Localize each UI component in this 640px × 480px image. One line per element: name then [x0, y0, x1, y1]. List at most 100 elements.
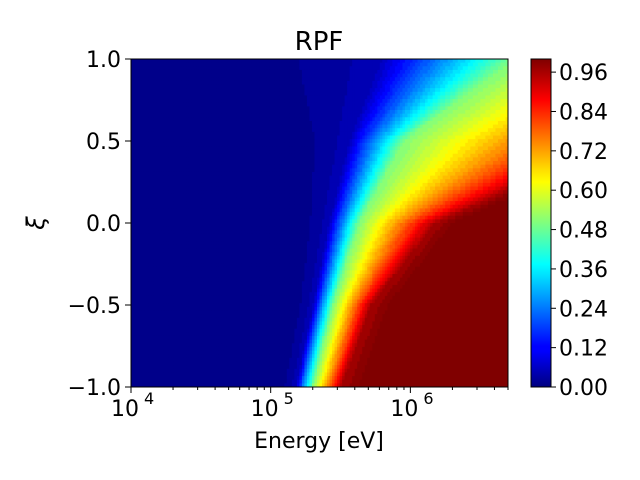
heatmap-cell	[349, 80, 353, 86]
heatmap-cell	[156, 88, 160, 93]
heatmap-cell	[359, 80, 363, 86]
heatmap-cell	[359, 69, 363, 75]
heatmap-cell	[294, 69, 298, 75]
heatmap-cell	[143, 88, 147, 93]
heatmap-cell	[477, 62, 481, 67]
heatmap-cell	[211, 69, 215, 75]
heatmap-cell	[158, 59, 162, 64]
heatmap-cell	[372, 77, 376, 82]
heatmap-cell	[249, 84, 253, 89]
heatmap-cell	[324, 73, 328, 78]
heatmap-cell	[482, 66, 486, 71]
heatmap-cell	[246, 69, 250, 75]
heatmap-cell	[334, 80, 338, 86]
heatmap-cell	[234, 66, 238, 71]
heatmap-cell	[462, 77, 466, 82]
heatmap-cell	[450, 84, 454, 89]
heatmap-cell	[382, 80, 386, 86]
heatmap-cell	[234, 62, 238, 67]
heatmap-cell	[153, 84, 157, 89]
heatmap-cell	[502, 80, 507, 86]
heatmap-cell	[173, 73, 177, 78]
heatmap-cell	[497, 59, 502, 64]
heatmap-cell	[392, 84, 396, 89]
heatmap-cell	[223, 84, 228, 89]
heatmap-cell	[193, 66, 197, 71]
heatmap-cell	[279, 69, 283, 75]
heatmap-cell	[487, 84, 491, 89]
heatmap-cell	[301, 62, 306, 67]
heatmap-cell	[203, 59, 207, 64]
heatmap-cell	[337, 77, 341, 82]
heatmap-cell	[136, 69, 140, 75]
heatmap-cell	[322, 62, 326, 67]
heatmap-cell	[455, 73, 459, 78]
heatmap-cell	[311, 66, 316, 71]
heatmap-cell	[377, 77, 381, 82]
heatmap-cell	[412, 69, 416, 75]
heatmap-cell	[221, 84, 225, 89]
heatmap-cell	[241, 77, 245, 82]
heatmap-cell	[485, 73, 489, 78]
heatmap-cell	[156, 62, 160, 67]
heatmap-cell	[349, 77, 353, 82]
heatmap-cell	[505, 69, 508, 75]
heatmap-cell	[347, 77, 351, 82]
heatmap-cell	[311, 69, 316, 75]
heatmap-cell	[296, 73, 300, 78]
heatmap-cell	[477, 80, 481, 86]
heatmap-cell	[344, 84, 348, 89]
heatmap-cell	[349, 62, 353, 67]
heatmap-cell	[223, 59, 228, 64]
heatmap-cell	[342, 77, 346, 82]
heatmap-cell	[181, 66, 185, 71]
heatmap-cell	[151, 77, 155, 82]
heatmap-cell	[143, 73, 147, 78]
heatmap-cell	[497, 84, 502, 89]
heatmap-cell	[352, 66, 356, 71]
heatmap-cell	[259, 84, 263, 89]
heatmap-cell	[440, 62, 444, 67]
heatmap-cell	[417, 77, 421, 82]
heatmap-cell	[442, 69, 446, 75]
heatmap-cell	[163, 73, 167, 78]
heatmap-cell	[487, 77, 491, 82]
heatmap-cell	[495, 59, 499, 64]
heatmap-cell	[241, 73, 245, 78]
heatmap-cell	[244, 69, 248, 75]
heatmap-cell	[223, 62, 228, 67]
heatmap-cell	[156, 77, 160, 82]
heatmap-cell	[404, 84, 409, 89]
heatmap-cell	[364, 69, 368, 75]
heatmap-cell	[173, 62, 177, 67]
heatmap-cell	[274, 59, 278, 64]
heatmap-cell	[490, 62, 494, 67]
heatmap-cell	[226, 80, 230, 86]
heatmap-cell	[138, 88, 142, 93]
heatmap-cell	[324, 80, 328, 86]
heatmap-cell	[342, 59, 346, 64]
heatmap-cell	[420, 77, 424, 82]
heatmap-cell	[467, 69, 471, 75]
heatmap-cell	[176, 66, 180, 71]
heatmap-cell	[392, 77, 396, 82]
heatmap-cell	[178, 77, 182, 82]
heatmap-cell	[276, 80, 280, 86]
heatmap-cell	[462, 84, 466, 89]
heatmap-cell	[296, 84, 300, 89]
heatmap-cell	[497, 66, 502, 71]
heatmap-cell	[148, 69, 152, 75]
heatmap-cell	[161, 88, 165, 93]
heatmap-cell	[322, 77, 326, 82]
heatmap-cell	[241, 80, 245, 86]
heatmap-cell	[291, 80, 295, 86]
heatmap-cell	[198, 62, 202, 67]
heatmap-cell	[213, 73, 218, 78]
heatmap-cell	[477, 66, 481, 71]
heatmap-cell	[183, 62, 187, 67]
heatmap-cell	[256, 84, 260, 89]
heatmap-cell	[198, 77, 202, 82]
heatmap-cell	[259, 62, 263, 67]
heatmap-cell	[450, 73, 454, 78]
heatmap-cell	[487, 69, 491, 75]
